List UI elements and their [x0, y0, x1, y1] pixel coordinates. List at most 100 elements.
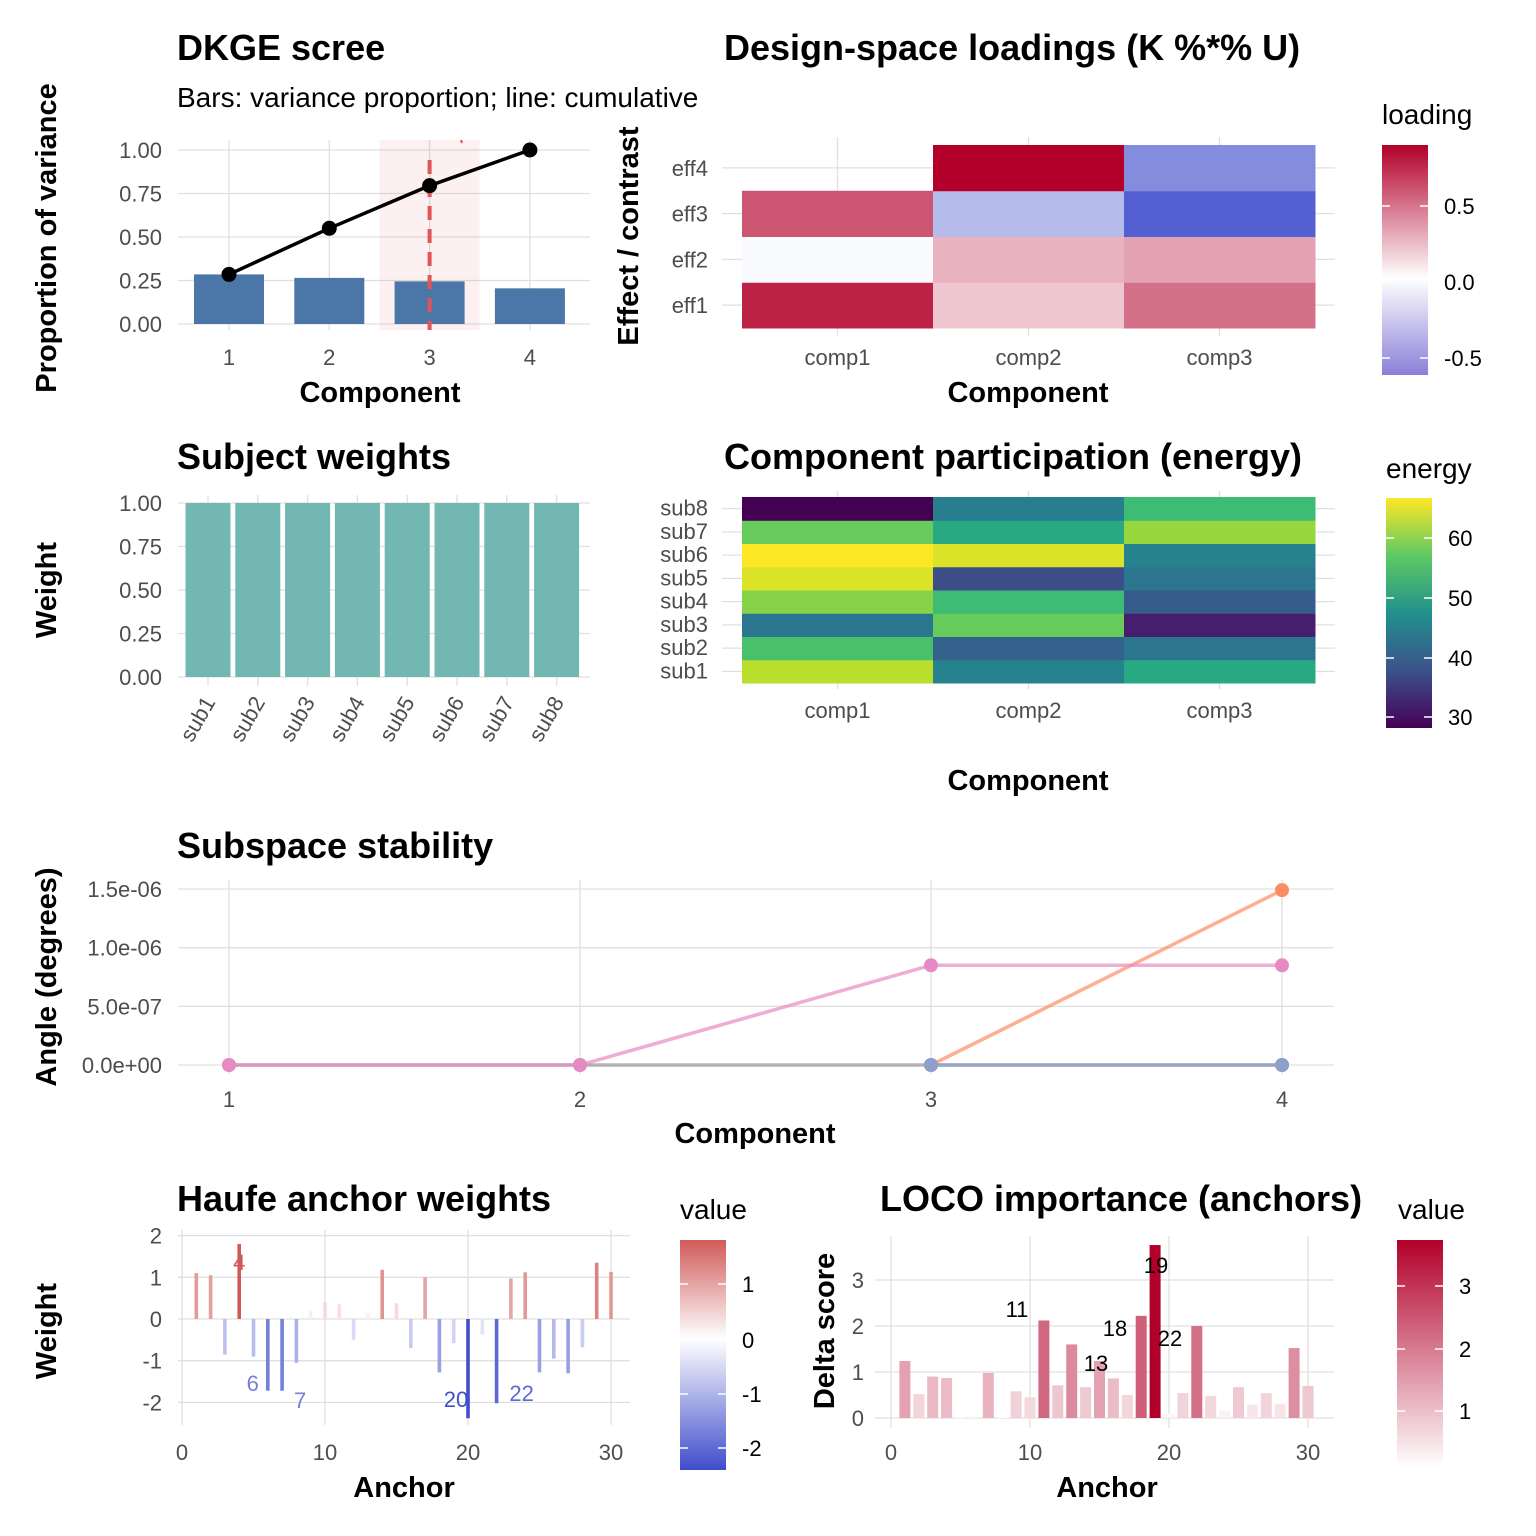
bar	[384, 503, 430, 677]
y-tick-label: 2	[852, 1314, 864, 1339]
clipped-label-mark	[460, 139, 463, 144]
y-tick-label: eff2	[672, 247, 708, 272]
y-tick-label: eff3	[672, 202, 708, 227]
y-tick-label: 1.5e-06	[87, 877, 162, 902]
x-tick-label: sub7	[474, 692, 520, 746]
legend-colorbar	[680, 1240, 726, 1470]
bar	[899, 1360, 911, 1418]
chart-title: Component participation (energy)	[724, 436, 1302, 477]
heatmap-cells	[742, 145, 1316, 329]
y-tick-labels: eff1 eff2 eff3 eff4	[672, 156, 708, 318]
y-tick-label: 5.0e-07	[87, 994, 162, 1019]
data-label: 6	[247, 1371, 259, 1396]
series-line	[229, 963, 1282, 1067]
bar	[1107, 1378, 1119, 1418]
series-point	[924, 1058, 938, 1072]
y-tick-labels: sub1 sub2 sub3 sub4 sub5 sub6 sub7 sub8	[660, 496, 708, 684]
series-point	[1275, 1058, 1289, 1072]
bar	[251, 1319, 256, 1357]
bar	[1233, 1387, 1244, 1418]
y-tick-label: 0	[150, 1307, 162, 1332]
legend-tick-label: 40	[1448, 646, 1472, 671]
x-tick-labels: comp1 comp2 comp3	[804, 698, 1252, 723]
data-label: 13	[1084, 1351, 1108, 1376]
x-axis-title: Component	[947, 377, 1108, 409]
bar	[609, 1271, 613, 1319]
bar	[1163, 1413, 1175, 1418]
y-tick-label: 0.25	[119, 269, 162, 294]
heatmap-cell	[742, 613, 934, 637]
x-axis-title: Component	[947, 765, 1108, 797]
chart-title: DKGE scree	[177, 27, 385, 68]
series-line	[930, 888, 1283, 1067]
legend-colorbar	[1397, 1240, 1443, 1468]
x-tick-label: comp1	[804, 345, 870, 370]
legend-loading: loading 0.5 0.0 -0.5	[1382, 99, 1482, 375]
chart-title: LOCO importance (anchors)	[880, 1178, 1362, 1219]
bar	[351, 1319, 356, 1340]
cumulative-point	[321, 220, 337, 236]
heatmap-cell	[933, 520, 1125, 544]
heatmap-cell	[933, 497, 1125, 521]
heatmap-cell	[1124, 543, 1316, 568]
heatmap-cell	[1124, 636, 1316, 661]
series-point	[924, 958, 938, 973]
legend-title: energy	[1386, 453, 1472, 484]
bar	[1274, 1403, 1286, 1418]
bar	[537, 1319, 542, 1373]
data-label: 18	[1103, 1316, 1127, 1341]
bar	[237, 1243, 241, 1319]
bar	[394, 1303, 399, 1319]
bar	[194, 274, 264, 324]
x-tick-labels: 1 2 3 4	[223, 1087, 1288, 1112]
legend-colorbar	[1386, 498, 1432, 728]
x-tick-label: 4	[524, 345, 536, 370]
bar	[494, 1319, 499, 1404]
heatmap-cell	[742, 566, 934, 591]
bar	[534, 503, 580, 677]
cumulative-point	[422, 178, 438, 194]
y-tick-label: sub2	[660, 635, 708, 660]
heatmap-cell	[1124, 190, 1316, 237]
y-tick-labels: 0 1 2 3	[852, 1268, 864, 1431]
legend-tick-label: 30	[1448, 705, 1472, 730]
data-label: 7	[294, 1388, 306, 1413]
heatmap-cell	[742, 659, 934, 684]
legend-tick-label: 0.0	[1444, 270, 1475, 295]
bar	[480, 1319, 485, 1335]
plot-marks: 4 6 7 20 22	[194, 1243, 613, 1419]
bar	[927, 1376, 939, 1418]
bar	[566, 1319, 570, 1374]
legend-title: value	[1398, 1194, 1465, 1225]
x-tick-label: comp3	[1186, 345, 1252, 370]
y-tick-label: sub8	[660, 496, 708, 521]
bar	[366, 1312, 370, 1319]
bar	[285, 503, 331, 677]
bar	[1024, 1397, 1036, 1418]
heatmap-cell	[933, 613, 1125, 637]
x-tick-label: 3	[423, 345, 435, 370]
bar	[194, 1273, 199, 1319]
y-tick-label: sub1	[660, 658, 708, 683]
x-tick-label: sub6	[424, 692, 470, 746]
gridlines	[178, 880, 1334, 1074]
bar	[1121, 1395, 1133, 1418]
data-label: 11	[1006, 1297, 1029, 1322]
y-tick-label: eff1	[672, 293, 708, 318]
heatmap-cell	[933, 190, 1125, 237]
y-tick-label: 2	[150, 1224, 162, 1249]
x-tick-label: comp3	[1186, 698, 1252, 723]
cumulative-line	[228, 148, 531, 277]
x-tick-label: 20	[456, 1440, 480, 1465]
y-tick-label: 1.00	[119, 491, 162, 516]
heatmap-cell	[1124, 613, 1316, 637]
bar	[1135, 1315, 1147, 1418]
x-tick-label: 4	[1276, 1087, 1288, 1112]
y-tick-label: 0.0e+00	[82, 1053, 162, 1078]
bar	[913, 1394, 925, 1418]
bar	[1191, 1326, 1203, 1418]
plot-marks	[194, 139, 565, 330]
x-tick-label: 30	[599, 1440, 623, 1465]
legend-tick-label: 3	[1459, 1274, 1471, 1299]
panel-loco: LOCO importance (anchors) Delta score An…	[809, 1178, 1471, 1504]
